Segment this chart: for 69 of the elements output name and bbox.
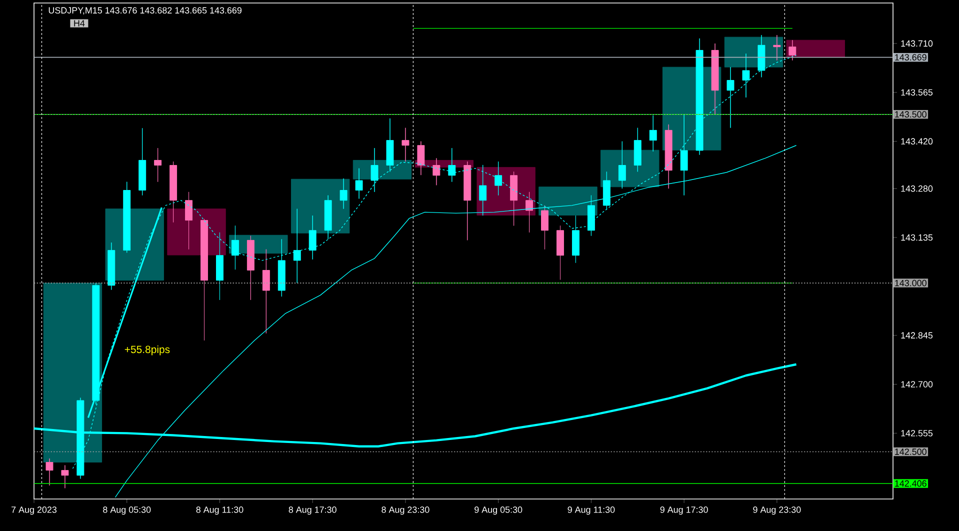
candlestick (526, 192, 534, 233)
candlestick (602, 171, 610, 210)
x-tick-label: 9 Aug 23:30 (753, 506, 801, 515)
candlestick (448, 148, 456, 182)
candlestick (138, 128, 146, 196)
annotation: +55.8pips (124, 345, 170, 356)
candlestick (123, 182, 131, 253)
x-tick-label: 9 Aug 05:30 (474, 506, 522, 515)
y-tick-label: 142.700 (901, 381, 933, 388)
y-tick-label: 142.845 (901, 332, 933, 339)
candlestick (402, 128, 410, 162)
candlestick (61, 465, 69, 488)
candlestick (726, 66, 734, 128)
ref-line-label: 143.500 (895, 111, 926, 118)
candlestick (370, 148, 378, 192)
x-tick-label: 8 Aug 23:30 (382, 506, 430, 515)
y-tick-label: 143.420 (901, 138, 933, 145)
y-tick-label: 143.710 (901, 40, 933, 47)
ref-line-label: 142.500 (895, 448, 926, 455)
candlestick (572, 215, 580, 264)
candlestick (510, 171, 518, 226)
candlestick (417, 141, 425, 176)
candlestick (556, 225, 564, 280)
candlestick (293, 208, 301, 284)
y-tick-label: 143.135 (901, 234, 933, 241)
candlestick (664, 124, 672, 189)
candlestick (788, 40, 796, 61)
candlestick (92, 282, 100, 405)
candlestick (278, 238, 286, 297)
candlestick (200, 218, 208, 341)
candlestick (634, 128, 642, 172)
candlestick (185, 192, 193, 250)
candlestick (324, 195, 332, 240)
ref-line-label: 143.669 (895, 54, 926, 60)
candlestick (541, 205, 548, 250)
candlestick (386, 118, 394, 172)
y-tick-label: 143.565 (901, 89, 933, 96)
ref-line-label: 142.406 (895, 480, 926, 487)
candlestick (46, 458, 54, 486)
candlestick (649, 115, 657, 152)
ref-line-label: 143.000 (895, 280, 926, 286)
y-tick-label: 143.280 (901, 185, 933, 192)
candlestick (308, 215, 316, 260)
candlestick (231, 225, 239, 270)
x-tick-label: 9 Aug 17:30 (660, 506, 708, 515)
candlestick (479, 164, 487, 216)
x-tick-label: 9 Aug 11:30 (568, 506, 615, 515)
annotation: H4 (74, 20, 85, 26)
candlestick (246, 236, 254, 300)
x-tick-label: 8 Aug 05:30 (103, 506, 151, 515)
candlestick (464, 161, 472, 240)
candlestick (618, 141, 626, 189)
candlestick (432, 158, 440, 186)
candlestick (773, 34, 781, 61)
candlestick (170, 161, 178, 223)
candlestick (355, 168, 363, 199)
candlestick (216, 232, 224, 300)
candlestick (587, 195, 595, 236)
x-tick-label: 7 Aug 2023 (12, 506, 57, 515)
candlestick (340, 178, 348, 210)
x-tick-label: 8 Aug 11:30 (196, 506, 244, 515)
candlestick (262, 249, 270, 334)
candlestick (711, 43, 719, 115)
candlestick (108, 242, 116, 290)
chart-title: USDJPY,M15 143.676 143.682 143.665 143.669 (48, 7, 242, 15)
candlestick (494, 161, 502, 196)
candlestick (154, 148, 162, 182)
y-tick-label: 142.555 (901, 430, 933, 436)
x-tick-label: 8 Aug 17:30 (288, 506, 336, 515)
